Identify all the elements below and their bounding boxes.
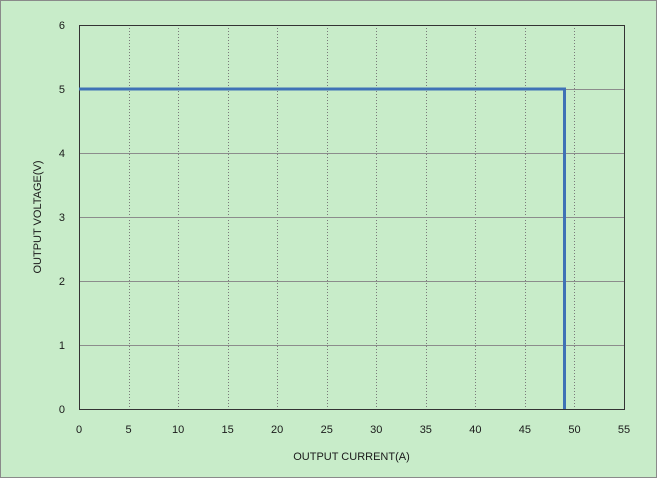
x-tick-label: 5	[125, 424, 131, 436]
y-tick-labels: 0 1 2 3 4 5 6	[59, 20, 65, 416]
series-line	[79, 87, 566, 409]
series-layer	[79, 87, 566, 409]
y-tick-label: 1	[59, 340, 65, 352]
plot-area-border	[79, 25, 625, 410]
y-tick-label: 0	[59, 404, 65, 416]
x-tick-label: 15	[222, 424, 234, 436]
x-tick-label: 50	[568, 424, 580, 436]
y-tick-label: 3	[59, 212, 65, 224]
x-tick-label: 0	[76, 424, 82, 436]
grid	[79, 25, 624, 409]
x-tick-label: 45	[519, 424, 531, 436]
x-tick-label: 35	[420, 424, 432, 436]
y-tick-label: 6	[59, 20, 65, 32]
x-tick-label: 30	[370, 424, 382, 436]
y-tick-label: 4	[59, 148, 65, 160]
x-tick-label: 10	[172, 424, 184, 436]
x-tick-label: 20	[271, 424, 283, 436]
x-tick-label: 25	[321, 424, 333, 436]
x-axis-title: OUTPUT CURRENT(A)	[293, 451, 410, 463]
x-tick-label: 40	[469, 424, 481, 436]
y-tick-label: 2	[59, 276, 65, 288]
x-tick-label: 55	[618, 424, 630, 436]
x-tick-labels: 0 5 10 15 20 25 30 35 40 45 50 55	[76, 424, 630, 436]
y-tick-label: 5	[59, 84, 65, 96]
y-axis-title: OUTPUT VOLTAGE(V)	[32, 160, 44, 273]
